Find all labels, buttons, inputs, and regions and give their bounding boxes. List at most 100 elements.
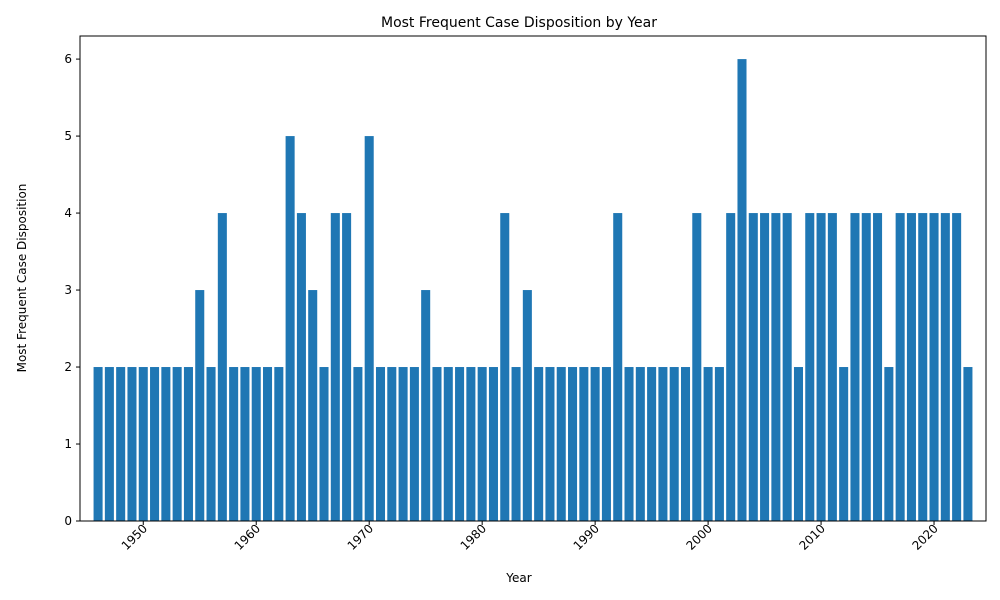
bar-1991	[601, 367, 611, 521]
bar-1996	[658, 367, 668, 521]
chart-title: Most Frequent Case Disposition by Year	[381, 15, 657, 31]
bar-1959	[240, 367, 250, 521]
y-tick-label: 0	[64, 514, 72, 528]
bar-1951	[150, 367, 160, 521]
x-tick-label: 2010	[796, 521, 827, 552]
bar-1947	[104, 367, 114, 521]
bar-1992	[613, 213, 623, 521]
bar-1990	[590, 367, 600, 521]
bar-2009	[805, 213, 815, 521]
bar-1971	[375, 367, 386, 521]
bar-2006	[771, 213, 781, 521]
bar-2000	[703, 367, 713, 521]
bar-1960	[251, 367, 261, 521]
bar-2016	[884, 367, 894, 521]
bar-1993	[624, 367, 634, 521]
bar-2020	[929, 213, 939, 521]
bar-1949	[127, 367, 137, 521]
bar-1950	[138, 367, 148, 521]
bar-2023	[963, 367, 973, 521]
bar-1954	[183, 367, 193, 521]
y-axis-ticks: 0 1 2 3 4 5 6	[64, 52, 80, 528]
bar-2011	[827, 213, 837, 521]
y-axis-label: Most Frequent Case Disposition	[15, 184, 29, 373]
bar-1958	[229, 367, 239, 521]
bar-1973	[398, 367, 408, 521]
bar-2004	[748, 213, 758, 521]
bar-1984	[522, 290, 532, 521]
plot-frame	[79, 35, 987, 522]
bar-1948	[116, 367, 126, 521]
bar-1953	[172, 367, 182, 521]
bar-1963	[285, 136, 295, 521]
bar-2022	[952, 213, 962, 521]
y-tick-label: 5	[64, 129, 72, 143]
x-tick-label: 2000	[684, 521, 715, 552]
bar-1955	[195, 290, 205, 521]
x-tick-label: 1990	[571, 521, 602, 552]
bar-1987	[556, 367, 566, 521]
bar-2021	[940, 213, 950, 521]
bar-1967	[330, 213, 340, 521]
bar-2008	[793, 367, 803, 521]
bar-2002	[726, 213, 736, 521]
bar-1988	[568, 367, 578, 521]
bar-2003	[737, 59, 747, 521]
bar-2005	[760, 213, 770, 521]
bar-1994	[635, 367, 645, 521]
x-tick-label: 1970	[345, 521, 376, 552]
bar-2017	[895, 213, 905, 521]
x-tick-label: 1960	[232, 521, 263, 552]
bar-1972	[387, 367, 397, 521]
bar-1961	[263, 367, 273, 521]
bar-1975	[421, 290, 431, 521]
y-tick-label: 4	[64, 206, 72, 220]
bar-1957	[217, 213, 227, 521]
bar-1983	[511, 367, 521, 521]
bar-1981	[488, 367, 498, 521]
bar-1977	[443, 367, 453, 521]
bar-1962	[274, 367, 284, 521]
bar-2007	[782, 213, 792, 521]
bar-2018	[906, 213, 916, 521]
x-tick-label: 1980	[458, 521, 489, 552]
bar-1986	[545, 367, 555, 521]
bar-1998	[680, 367, 691, 521]
bar-1965	[308, 290, 318, 521]
bars	[93, 59, 973, 521]
bar-1989	[579, 367, 589, 521]
bar-1985	[534, 367, 544, 521]
x-tick-label: 1950	[119, 521, 150, 552]
bar-2014	[861, 213, 871, 521]
bar-1974	[409, 367, 419, 521]
bar-1964	[296, 213, 306, 521]
bar-2015	[873, 213, 883, 521]
bar-1952	[161, 367, 171, 521]
bar-1999	[692, 213, 702, 521]
y-tick-label: 3	[64, 283, 72, 297]
bar-1995	[647, 367, 657, 521]
y-tick-label: 2	[64, 360, 72, 374]
y-tick-label: 1	[64, 437, 72, 451]
bar-1956	[206, 367, 216, 521]
bar-1966	[319, 367, 329, 521]
x-axis-ticks: 1950 1960 1970 1980 1990 2000 2010 2020	[119, 521, 941, 553]
bar-2019	[918, 213, 928, 521]
x-axis-label: Year	[505, 571, 531, 585]
bar-1997	[669, 367, 679, 521]
bar-1980	[477, 367, 487, 521]
bar-2001	[714, 367, 724, 521]
bar-1969	[353, 367, 363, 521]
bar-1968	[342, 213, 352, 521]
bar-1978	[455, 367, 465, 521]
bar-1982	[500, 213, 510, 521]
x-tick-label: 2020	[909, 521, 940, 552]
y-tick-label: 6	[64, 52, 72, 66]
bar-2013	[850, 213, 860, 521]
bar-1976	[432, 367, 442, 521]
bar-1979	[466, 367, 476, 521]
bar-2010	[816, 213, 826, 521]
bar-1946	[93, 367, 103, 521]
bar-1970	[364, 136, 374, 521]
